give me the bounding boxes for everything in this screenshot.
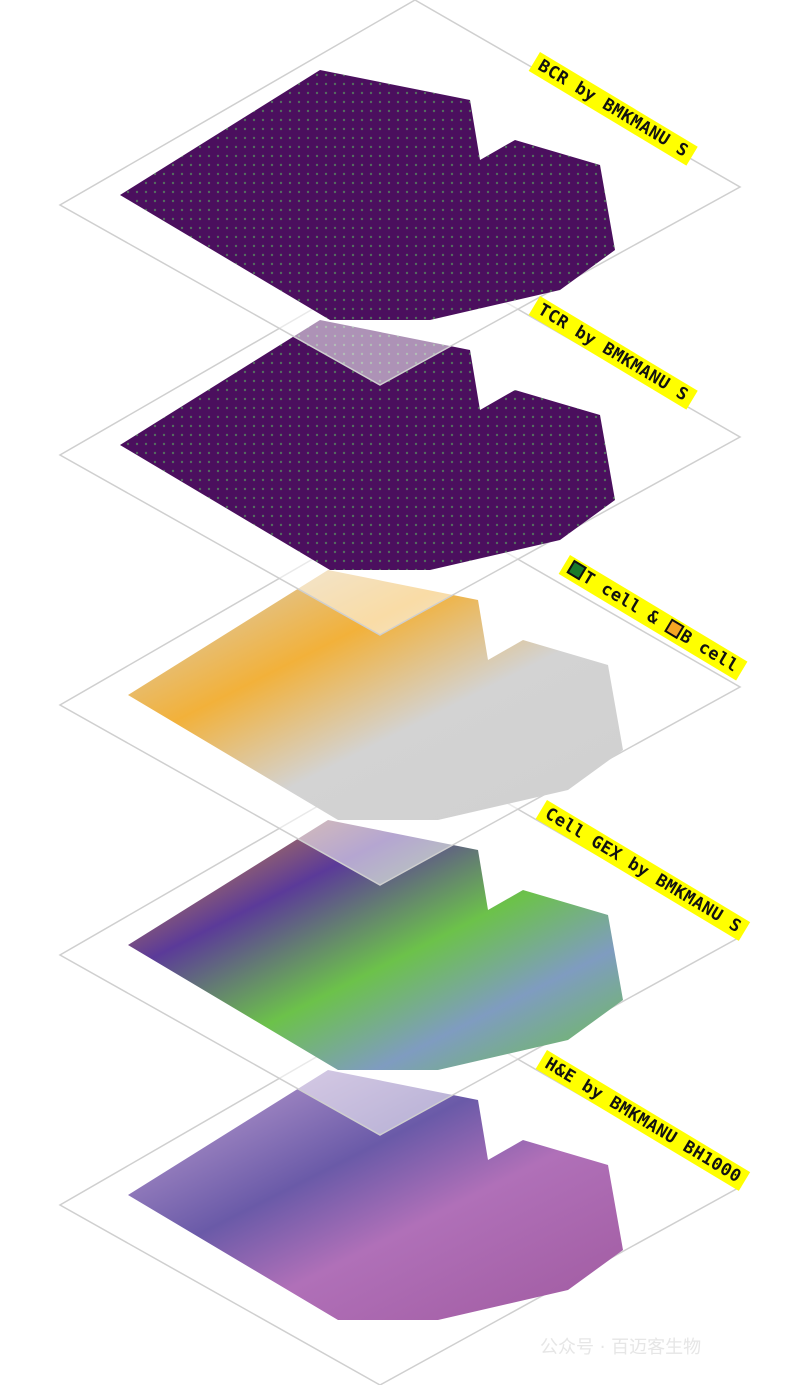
ampersand: &	[643, 606, 663, 630]
tissue-cell-types	[128, 570, 623, 820]
tissue-gex	[128, 820, 623, 1070]
watermark: 公众号 · 百迈客生物	[540, 1337, 702, 1358]
spots-bcr	[120, 70, 615, 320]
tissue-he	[128, 1070, 623, 1320]
spots-tcr	[120, 320, 615, 570]
